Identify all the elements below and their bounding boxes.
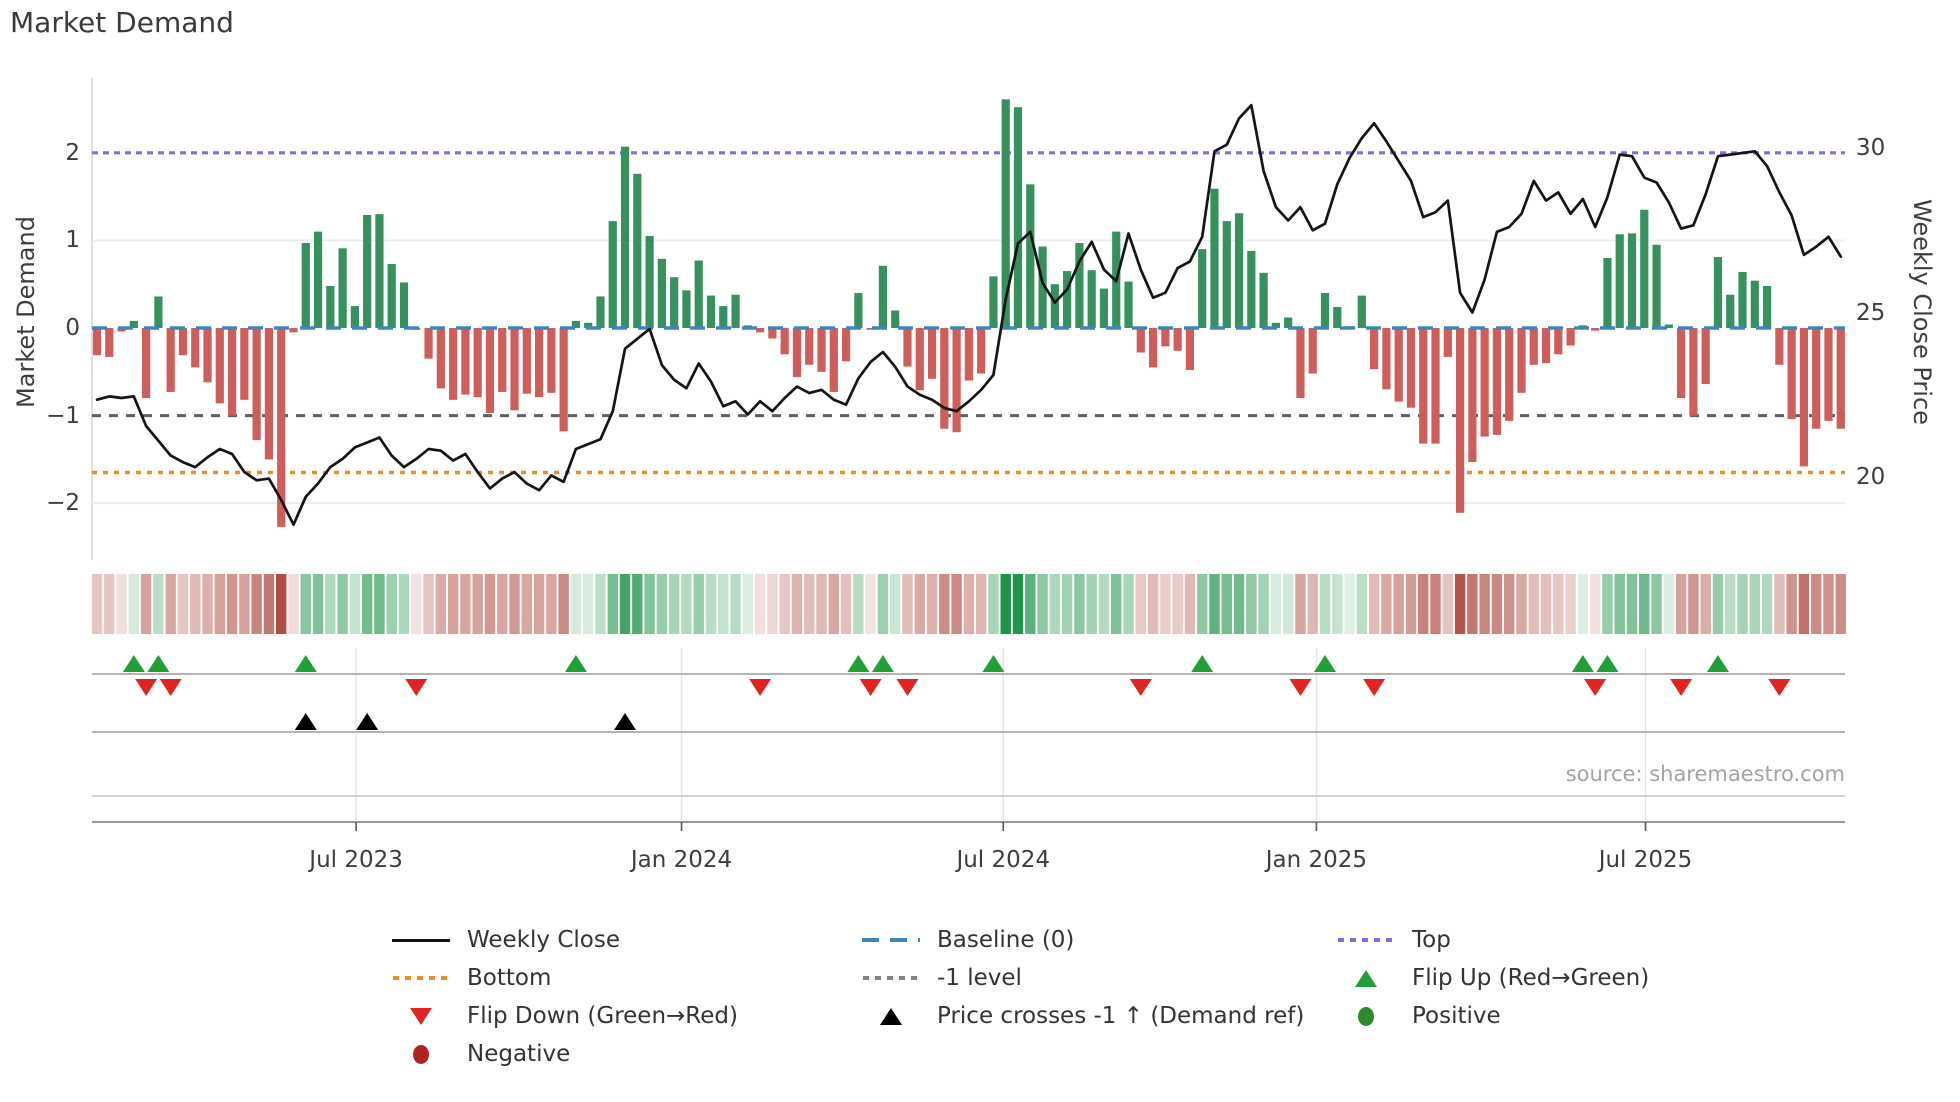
flip-up-markers — [122, 655, 1729, 672]
left-tick-label: 1 — [65, 227, 80, 254]
legend-item-label: Top — [1412, 927, 1451, 953]
legend-item: Top — [1335, 924, 1451, 956]
x-axis — [92, 821, 1845, 831]
legend-item: Bottom — [390, 962, 551, 994]
left-tick-label: 0 — [65, 315, 80, 341]
legend-item: Weekly Close — [390, 924, 620, 956]
legend-swatch-dot-icon — [390, 976, 452, 980]
heatmap-strip — [91, 574, 1846, 634]
legend-swatch-dash-icon — [860, 938, 922, 942]
left-tick-label: −1 — [46, 402, 80, 429]
left-tick-label: −2 — [46, 490, 80, 517]
legend-item-label: Flip Up (Red→Green) — [1412, 965, 1650, 991]
legend-item-label: Weekly Close — [467, 927, 620, 953]
x-tick-label: Jul 2024 — [956, 847, 1051, 873]
x-tick-label: Jul 2025 — [1598, 847, 1693, 873]
legend-item-label: Bottom — [467, 965, 552, 991]
x-tick-label: Jan 2025 — [1265, 847, 1368, 873]
legend-item: -1 level — [860, 962, 1022, 994]
legend-item-label: Positive — [1412, 1003, 1501, 1029]
legend-item: Flip Down (Green→Red) — [390, 1000, 738, 1032]
legend-item-label: Price crosses -1 ↑ (Demand ref) — [937, 1003, 1305, 1029]
page-title: Market Demand — [10, 6, 234, 39]
legend-item-label: -1 level — [937, 965, 1022, 991]
flip-down-markers — [135, 679, 1791, 696]
right-tick-label: 25 — [1856, 299, 1886, 326]
x-tick-label: Jul 2023 — [309, 847, 403, 873]
legend-item: Negative — [390, 1038, 570, 1070]
legend-swatch-tri-up-icon — [860, 1007, 922, 1025]
legend-swatch-circle-icon — [1335, 1006, 1397, 1026]
x-tick-label: Jan 2024 — [630, 847, 733, 873]
price-cross-markers — [294, 713, 637, 730]
legend-item: Price crosses -1 ↑ (Demand ref) — [860, 1000, 1304, 1032]
legend-swatch-dot-icon — [860, 976, 922, 980]
legend-item-label: Baseline (0) — [937, 927, 1075, 953]
right-tick-label: 20 — [1856, 464, 1886, 490]
source-note: source: sharemaestro.com — [1565, 762, 1845, 786]
right-axis-title: Weekly Close Price — [1908, 199, 1936, 425]
legend-item: Baseline (0) — [860, 924, 1074, 956]
legend-swatch-tri-down-icon — [390, 1007, 452, 1025]
legend-swatch-line-icon — [390, 938, 452, 942]
grid — [91, 78, 1845, 820]
legend-item: Flip Up (Red→Green) — [1335, 962, 1649, 994]
price-line — [95, 103, 1843, 527]
legend-swatch-tri-up-icon — [1335, 969, 1397, 987]
legend-swatch-dot-icon — [1335, 938, 1397, 942]
legend-item-label: Flip Down (Green→Red) — [467, 1003, 738, 1029]
right-tick-label: 30 — [1856, 135, 1886, 161]
reference-lines — [92, 151, 1845, 475]
legend-swatch-circle-icon — [390, 1044, 452, 1064]
legend-item-label: Negative — [467, 1041, 571, 1067]
legend-item: Positive — [1335, 1000, 1501, 1032]
left-tick-label: 2 — [65, 139, 80, 166]
demand-bars — [92, 99, 1845, 527]
marker-rows — [92, 673, 1845, 797]
